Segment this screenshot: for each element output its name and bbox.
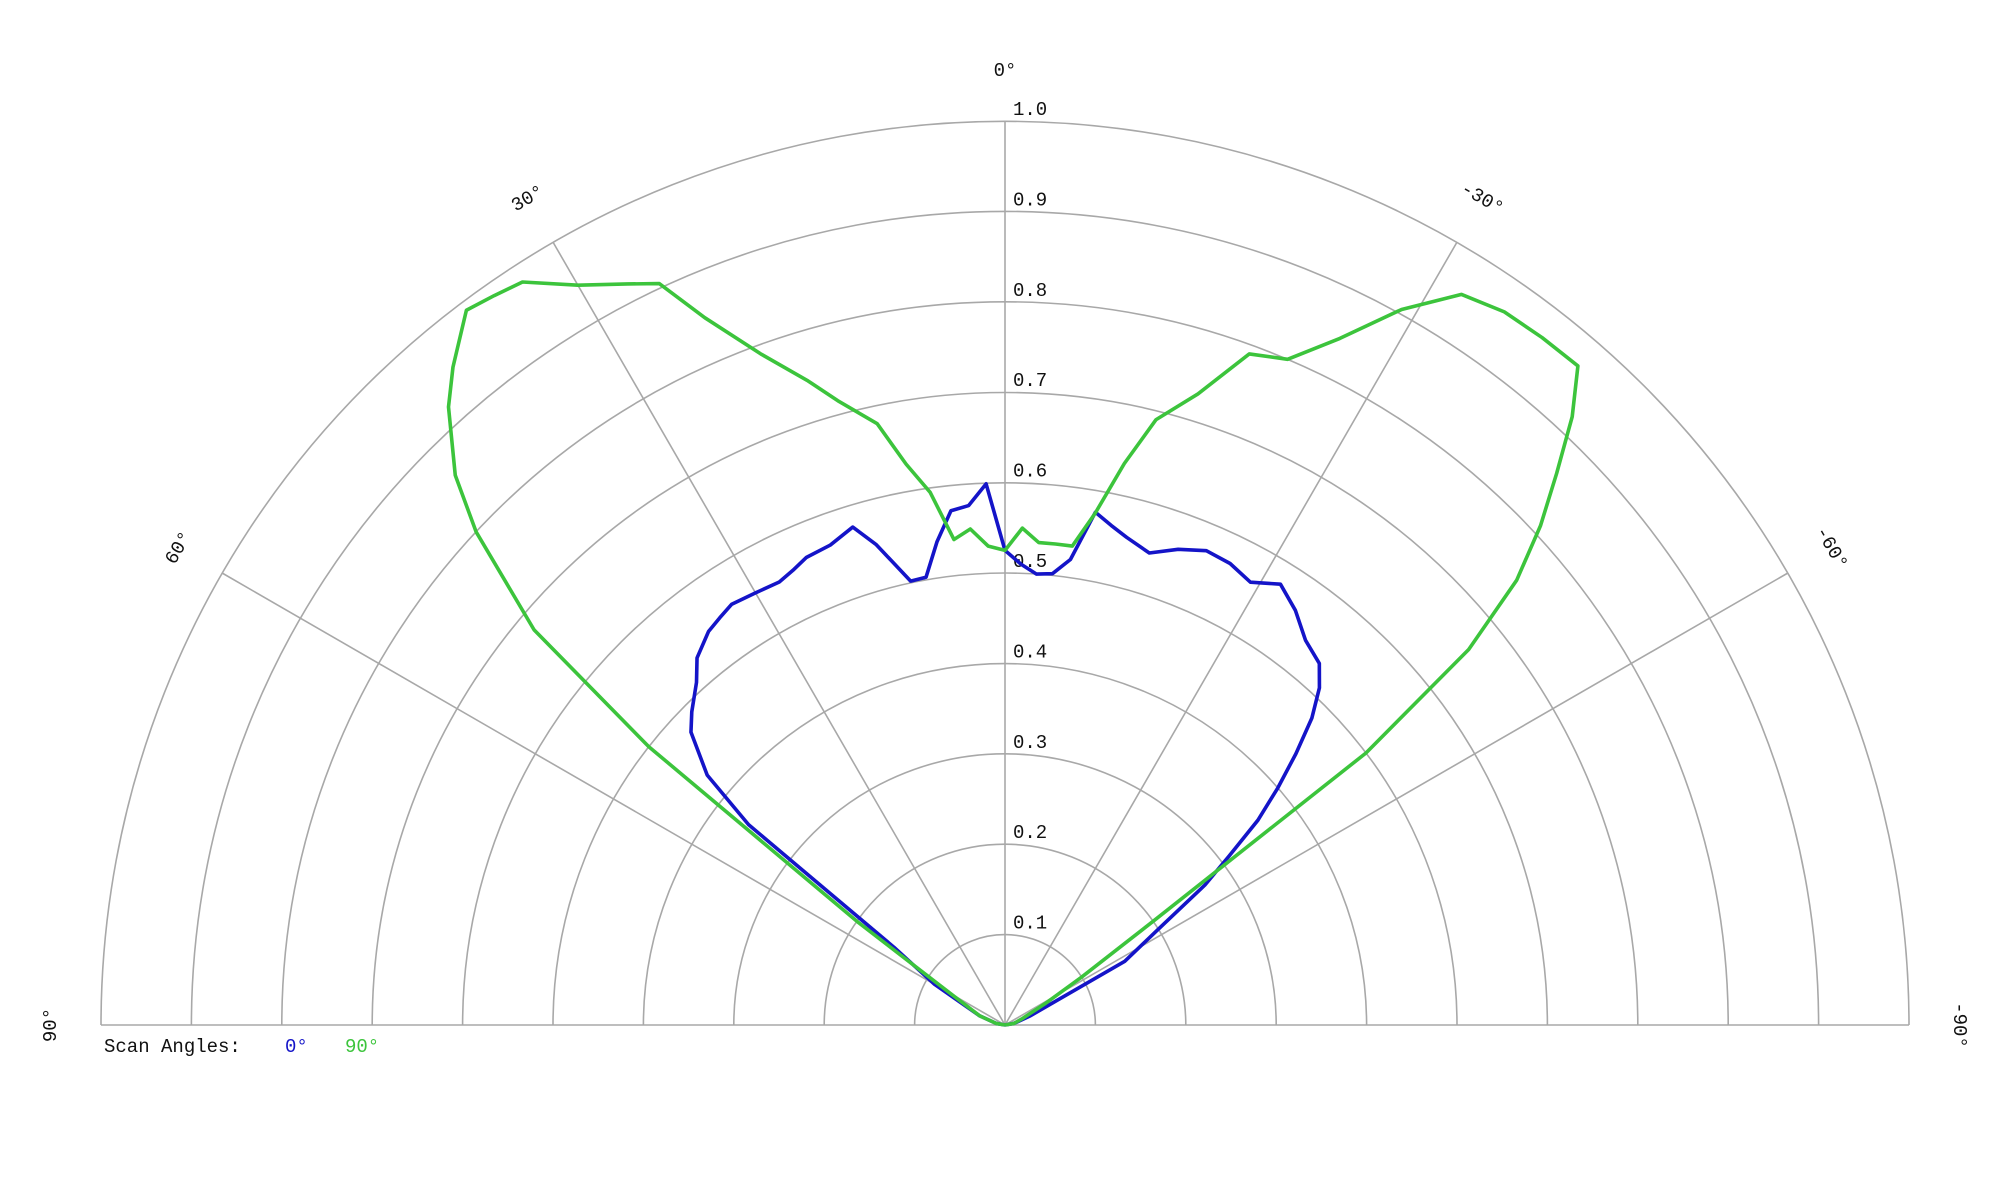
- r-tick-label: 0.7: [1013, 370, 1047, 392]
- grid-spoke: [221, 572, 1006, 1026]
- r-tick-label: 0.3: [1013, 732, 1047, 754]
- legend-entry: 90°: [345, 1036, 379, 1058]
- theta-tick-label: 60°: [161, 528, 197, 569]
- legend-title: Scan Angles:: [104, 1036, 241, 1058]
- r-tick-label: 0.1: [1013, 913, 1047, 935]
- r-tick-label: 1.0: [1013, 99, 1047, 121]
- legend-entry: 0°: [285, 1036, 308, 1058]
- theta-tick-label: -90°: [1948, 1002, 1970, 1048]
- grid-spoke: [1004, 241, 1458, 1026]
- theta-tick-label: -30°: [1457, 178, 1507, 220]
- series-line: [689, 482, 1322, 1027]
- r-tick-label: 0.4: [1013, 641, 1047, 663]
- r-tick-label: 0.9: [1013, 189, 1047, 211]
- grid-spoke: [552, 241, 1006, 1026]
- r-tick-label: 0.2: [1013, 822, 1047, 844]
- grid-spoke: [1004, 572, 1789, 1026]
- theta-tick-label: 30°: [508, 181, 549, 217]
- r-tick-label: 0.8: [1013, 280, 1047, 302]
- r-tick-label: 0.5: [1013, 551, 1047, 573]
- theta-tick-label: -60°: [1810, 523, 1852, 573]
- series-line: [446, 280, 1580, 1027]
- r-tick-label: 0.6: [1013, 461, 1047, 483]
- theta-tick-label: 90°: [40, 1008, 62, 1042]
- theta-tick-label: 0°: [994, 60, 1017, 82]
